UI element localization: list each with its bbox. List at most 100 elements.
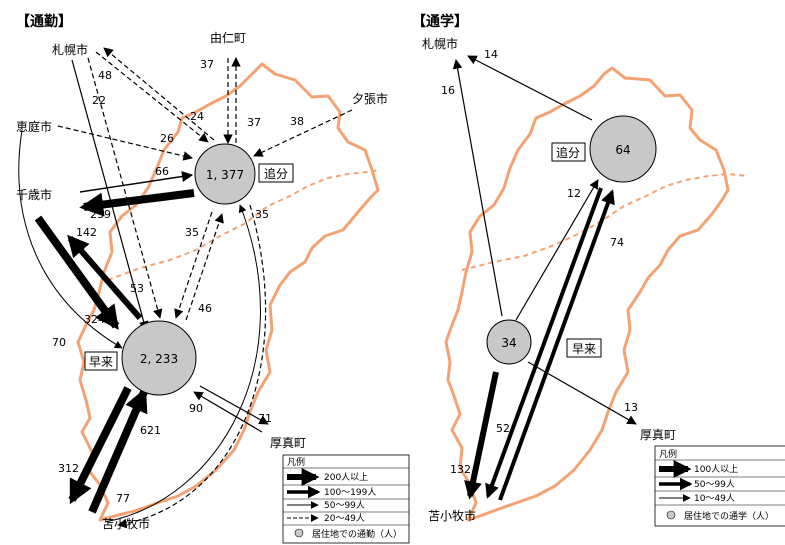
flow-621: 621 [140, 424, 161, 437]
flow-24: 24 [190, 110, 204, 123]
resident-oiwake: 1, 377 [206, 168, 244, 182]
arrow-hayakita-chitose [67, 234, 143, 320]
school-flow-52: 52 [496, 422, 510, 435]
flow-35b: 35 [255, 208, 269, 221]
school-tag-oiwake-box [551, 142, 586, 162]
arrow-oiwake-chitose [79, 189, 195, 217]
place-chitose: 千歳市 [16, 187, 52, 202]
commute-district-divider [107, 169, 381, 281]
tag-hayakita: 早来 [89, 355, 113, 369]
flow-53: 53 [130, 282, 144, 295]
arrow-chitose-hayakita [34, 215, 120, 330]
school-place-atsuma: 厚真町 [640, 428, 676, 442]
school-circle-hayakita [486, 319, 532, 365]
flow-71: 71 [258, 412, 272, 425]
school-title: 【通学】 [412, 13, 468, 30]
arrow-tomakomai-oiwake [104, 204, 261, 523]
school-flow-12: 12 [567, 187, 581, 200]
flow-66: 66 [155, 165, 169, 178]
commute-legend-item-5: 居住地での通勤（人） [312, 528, 402, 540]
arrow-hayakita-atsuma [199, 385, 269, 425]
commute-boundary [76, 62, 380, 522]
arrow-oiwake-tomakomai [485, 187, 603, 499]
arrow-hayakita-oiwake [185, 213, 224, 321]
resident-hayakita: 2, 233 [140, 352, 178, 366]
arrow-hayakita-tomakomai [68, 386, 132, 505]
commute-legend-item-3: 50～99人 [324, 500, 365, 511]
arrow-sapporo-hayakita [87, 57, 163, 319]
arrow-hayakita-tomakomai [464, 371, 499, 500]
school-legend-title: 凡例 [659, 448, 677, 460]
place-yubari: 夕張市 [352, 91, 388, 106]
school-legend-item-2: 50～99人 [694, 479, 735, 490]
flow-22: 22 [92, 94, 106, 107]
school-flow-13: 13 [624, 401, 638, 414]
school-map: 【通学】 64 34 追分 早来 札幌市 苫小牧市 厚真町 14 16 12 7… [412, 13, 785, 527]
place-tomakomai: 苫小牧市 [102, 516, 150, 531]
place-sapporo: 札幌市 [52, 42, 88, 57]
flow-37a: 37 [200, 58, 214, 71]
school-circle-oiwake [589, 115, 657, 183]
school-legend-item-4: 居住地での通学（人） [684, 510, 774, 522]
circle-hayakita [121, 320, 197, 396]
school-flow-16: 16 [441, 84, 455, 97]
school-place-tomakomai: 苫小牧市 [428, 508, 476, 523]
flow-46: 46 [198, 302, 212, 315]
arrow-tomakomai-oiwake [498, 189, 615, 501]
tag-oiwake-box [258, 163, 294, 183]
arrow-hayakita-sapporo [452, 59, 503, 317]
commute-legend-item-4: 20～49人 [324, 513, 365, 524]
flow-324: 324 [84, 313, 105, 326]
arrow-sapporo-hayakita-solid [71, 59, 149, 331]
commute-legend: 凡例 200人以上 100～199人 50～99人 20～49人 居住地での通勤… [282, 454, 410, 544]
flow-35a: 35 [185, 226, 199, 239]
place-atsuma: 厚真町 [270, 436, 306, 450]
flow-38: 38 [290, 115, 304, 128]
commute-legend-item-2: 100～199人 [324, 487, 376, 498]
arrow-oiwake-hayakita-a [174, 211, 213, 319]
flow-77: 77 [116, 492, 130, 505]
school-legend: 凡例 100人以上 50～99人 10～49人 居住地での通学（人） [654, 445, 785, 527]
tag-hayakita-box [84, 351, 118, 371]
school-boundary [444, 66, 730, 522]
arrow-chitose-oiwake [79, 170, 194, 193]
flow-239: 239 [90, 208, 111, 221]
flow-26: 26 [160, 132, 174, 145]
flow-37b: 37 [247, 116, 261, 129]
school-flow-132: 132 [450, 463, 471, 476]
tag-oiwake: 追分 [264, 166, 288, 181]
school-resident-hayakita: 34 [501, 336, 516, 350]
arrow-eniwa-hayakita [18, 129, 123, 349]
school-tag-hayakita: 早来 [572, 342, 596, 356]
place-eniwa: 恵庭市 [16, 119, 52, 134]
school-flow-74: 74 [610, 236, 624, 249]
school-legend-item-1: 100人以上 [694, 464, 738, 475]
school-flow-14: 14 [484, 48, 498, 61]
commute-legend-item-1: 200人以上 [324, 472, 368, 483]
arrow-hayakita-oiwake [515, 179, 599, 321]
arrow-atsuma-hayakita [193, 391, 263, 433]
arrow-oiwake-sapporo [467, 55, 593, 121]
arrow-oiwake-sapporo [103, 47, 215, 141]
flow-142: 142 [76, 226, 97, 239]
school-tag-oiwake: 追分 [556, 145, 580, 160]
arrow-tomakomai-hayakita [88, 387, 148, 514]
commute-title: 【通勤】 [16, 13, 72, 30]
arrow-hayakita-atsuma [527, 361, 637, 425]
commute-map: 【通勤】 1, 377 2, 233 [16, 13, 410, 544]
school-place-sapporo: 札幌市 [422, 36, 458, 51]
school-legend-item-3: 10～49人 [694, 493, 735, 504]
place-yuni: 由仁町 [210, 31, 246, 45]
circle-oiwake [194, 143, 256, 205]
school-district-divider [461, 172, 749, 271]
commute-legend-title: 凡例 [287, 456, 305, 468]
school-tag-hayakita-box [566, 338, 602, 358]
arrow-eniwa-oiwake [57, 125, 193, 161]
arrow-sapporo-oiwake-a [95, 51, 209, 143]
school-resident-oiwake: 64 [615, 143, 630, 157]
flow-48: 48 [98, 69, 112, 82]
flow-312: 312 [58, 462, 79, 475]
flow-70: 70 [52, 336, 66, 349]
flow-90: 90 [189, 402, 203, 415]
arrow-yubari-oiwake [253, 109, 353, 157]
